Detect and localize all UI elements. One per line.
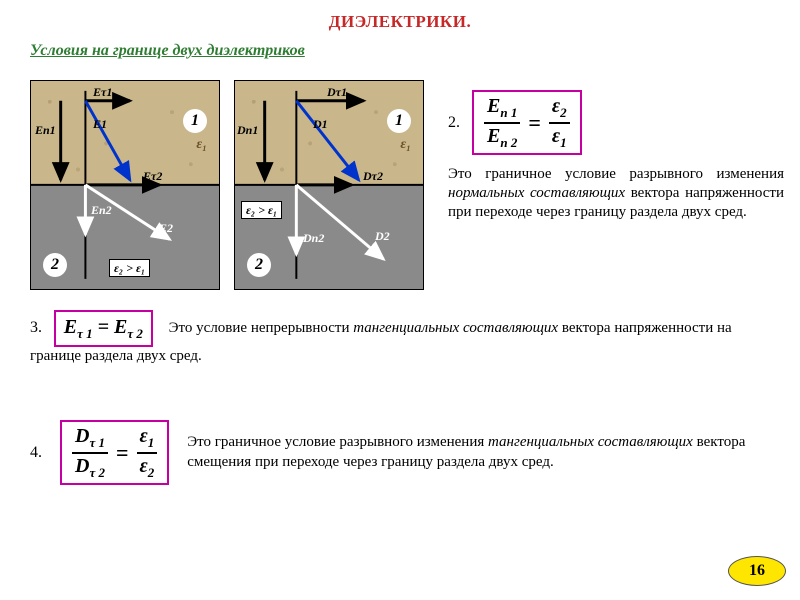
- eq4-lnums: τ 1: [89, 435, 105, 450]
- lbl-en1: En1: [35, 123, 56, 138]
- circle-2: 2: [43, 253, 67, 277]
- equals-icon-4: =: [116, 440, 129, 466]
- eq2-rdens: 1: [560, 135, 567, 150]
- eq4-rdens: 2: [148, 465, 155, 480]
- equals-icon: =: [528, 110, 541, 136]
- eq2-rnum: ε: [552, 95, 560, 117]
- paragraph-eq2: Это граничное условие разрывного изменен…: [448, 165, 784, 221]
- eq2-rnums: 2: [560, 105, 567, 120]
- equation-2: 2. En 1 En 2 = ε2 ε1: [448, 90, 582, 155]
- lbl-dn1: Dn1: [237, 123, 258, 138]
- eq4-rden: ε: [140, 455, 148, 477]
- eq2-ldens: n 2: [500, 135, 517, 150]
- eq3-box: Eτ 1 = Eτ 2: [54, 310, 153, 347]
- lbl-et2: Eτ2: [143, 169, 162, 184]
- equation-4-row: 4. Dτ 1 Dτ 2 = ε1 ε2 Это граничное услов…: [30, 420, 784, 485]
- eq4-lden: D: [75, 455, 89, 477]
- lbl-en2: En2: [91, 203, 112, 218]
- eq4-text: Это граничное условие разрывного изменен…: [187, 433, 784, 472]
- eq2-number: 2.: [448, 114, 460, 132]
- eq4-box: Dτ 1 Dτ 2 = ε1 ε2: [60, 420, 169, 485]
- lbl-d1: D1: [313, 117, 328, 132]
- eps1-lbl: ε₁: [196, 137, 207, 153]
- eq2-box: En 1 En 2 = ε2 ε1: [472, 90, 582, 155]
- page-title: ДИЭЛЕКТРИКИ.: [0, 0, 800, 32]
- eq3-number: 3.: [30, 319, 42, 336]
- eq2-lden: E: [487, 125, 500, 147]
- circle-2d: 2: [247, 253, 271, 277]
- lbl-e1: E1: [93, 117, 107, 132]
- circle-1d: 1: [387, 109, 411, 133]
- lbl-d2: D2: [375, 229, 390, 244]
- eq4-lnum: D: [75, 425, 89, 447]
- eq4-number: 4.: [30, 444, 42, 462]
- diagram-d: Dτ1 Dn1 D1 Dτ2 Dn2 D2 1 2 ε₁ ε₂ > ε₁: [234, 80, 424, 290]
- equation-3-row: 3. Eτ 1 = Eτ 2 Это условие непрерывности…: [30, 310, 784, 366]
- eq4-ldens: τ 2: [89, 465, 105, 480]
- section-subtitle: Условия на границе двух диэлектриков: [30, 42, 800, 60]
- lbl-e2: E2: [159, 221, 173, 236]
- eq2-rden: ε: [552, 125, 560, 147]
- diagrams-row: Eτ1 En1 E1 Eτ2 En2 E2 1 2 ε₁ ε₂ > ε₁: [30, 80, 424, 290]
- ineq-e: ε₂ > ε₁: [109, 259, 150, 277]
- ineq-d: ε₂ > ε₁: [241, 201, 282, 219]
- lbl-et1: Eτ1: [93, 85, 112, 100]
- eps1-lbl-d: ε₁: [400, 137, 411, 153]
- eq4-rnums: 1: [148, 435, 155, 450]
- eq2-lnums: n 1: [500, 105, 517, 120]
- eq4-rnum: ε: [140, 425, 148, 447]
- lbl-dt2: Dτ2: [363, 169, 383, 184]
- diagram-e: Eτ1 En1 E1 Eτ2 En2 E2 1 2 ε₁ ε₂ > ε₁: [30, 80, 220, 290]
- lbl-dn2: Dn2: [303, 231, 324, 246]
- circle-1: 1: [183, 109, 207, 133]
- eq2-lnum: E: [487, 95, 500, 117]
- page-number-badge: 16: [728, 556, 786, 586]
- lbl-dt1: Dτ1: [327, 85, 347, 100]
